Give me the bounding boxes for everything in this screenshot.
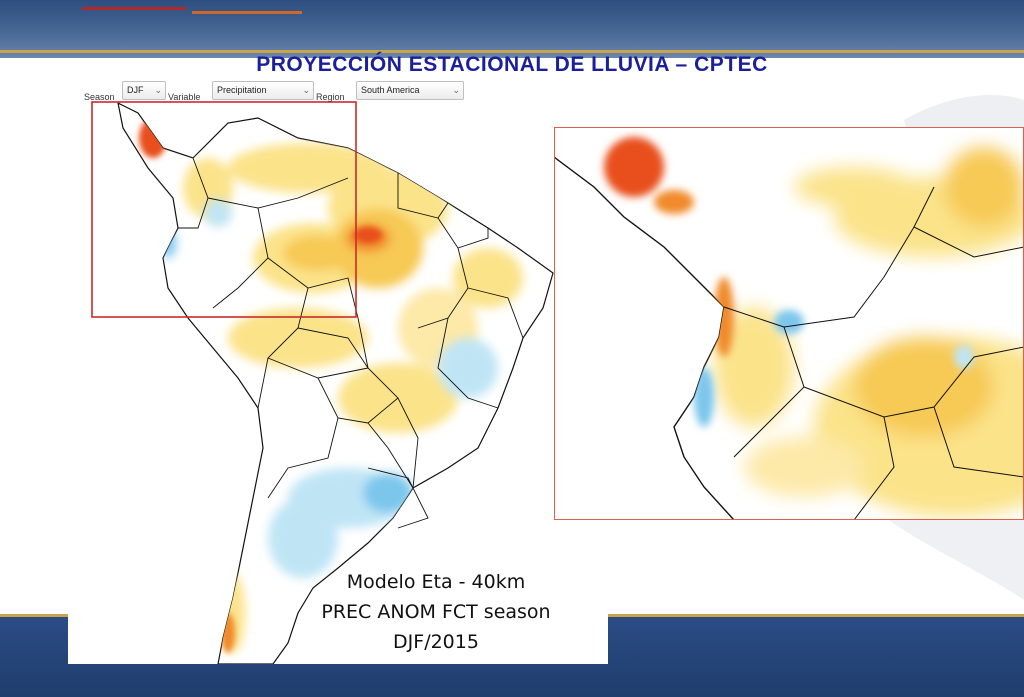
header-accent-stripe bbox=[192, 11, 302, 14]
country-borders bbox=[178, 157, 524, 529]
header-divider bbox=[0, 50, 1024, 53]
zoomed-anomaly-field bbox=[604, 137, 1024, 517]
slide-title: PROYECCIÓN ESTACIONAL DE LLUVIA – CPTEC bbox=[256, 53, 768, 76]
variable-label: Variable bbox=[168, 92, 201, 102]
zoom-map-panel bbox=[554, 127, 1024, 520]
zoomed-anomaly-map bbox=[554, 127, 1024, 520]
zoom-frame-border bbox=[554, 127, 1024, 520]
zoom-highlight-box bbox=[91, 101, 357, 318]
south-america-anomaly-map bbox=[91, 101, 554, 665]
dry-anomaly-areas bbox=[183, 143, 523, 653]
caption-model: Modelo Eta - 40km bbox=[346, 571, 526, 593]
main-map-panel bbox=[68, 78, 608, 665]
caption-product: PREC ANOM FCT season bbox=[321, 601, 551, 623]
season-select[interactable]: DJF bbox=[122, 81, 166, 100]
caption-season: DJF/2015 bbox=[393, 631, 479, 653]
region-select[interactable]: South America bbox=[356, 81, 464, 100]
precipitation-anomaly-field bbox=[139, 118, 523, 653]
header-accent-stripe bbox=[82, 7, 186, 10]
zoomed-country-borders bbox=[723, 186, 1024, 520]
wet-anomaly-areas bbox=[160, 199, 498, 578]
variable-select[interactable]: Precipitation bbox=[212, 81, 314, 100]
map-caption: Modelo Eta - 40km PREC ANOM FCT season D… bbox=[306, 567, 566, 657]
region-label: Region bbox=[316, 92, 345, 102]
season-label: Season bbox=[84, 92, 115, 102]
header-band bbox=[0, 0, 1024, 58]
map-controls: Season DJF Variable Precipitation Region… bbox=[68, 78, 468, 102]
